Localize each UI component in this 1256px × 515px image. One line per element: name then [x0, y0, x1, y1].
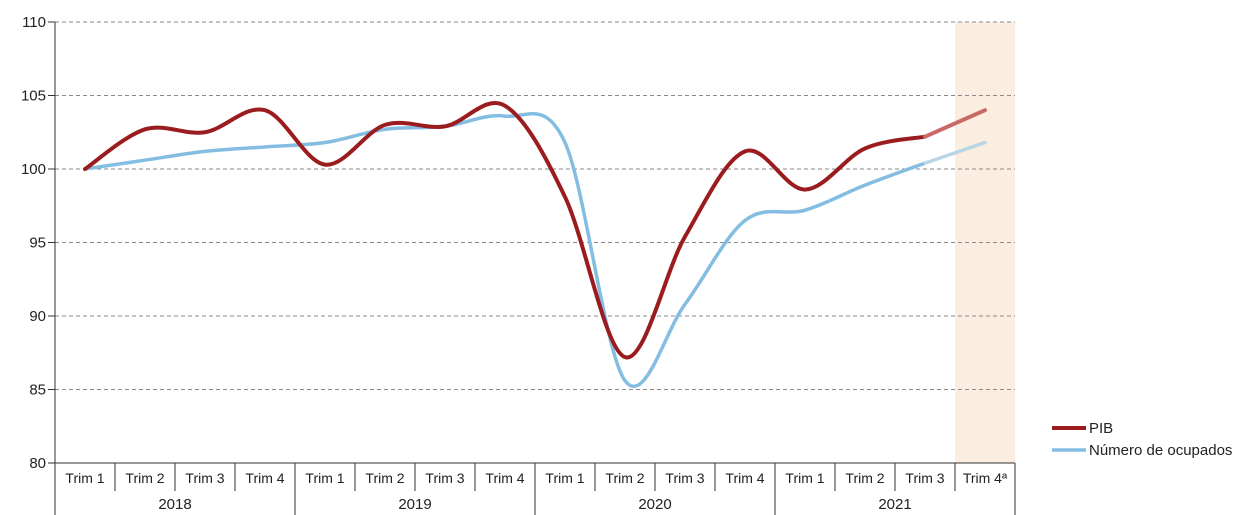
x-tick-label: Trim 2 [125, 470, 164, 486]
y-tick-label-85: 85 [29, 382, 46, 399]
year-label: 2020 [638, 496, 671, 513]
series-forecast-segment [923, 108, 987, 139]
y-tick-label-95: 95 [29, 235, 46, 252]
highlight-band [955, 22, 1015, 463]
x-axis: Trim 1 Trim 2 Trim 3 Trim 4 Trim 1 Trim 2 Trim… [54, 462, 1016, 515]
x-tick-label: Trim 2 [605, 470, 644, 486]
legend-label: Número de ocupados [1089, 442, 1232, 459]
y-tick-label-90: 90 [29, 308, 46, 325]
y-axis-ticks: 80 85 90 95 100 105 110 [21, 14, 56, 472]
x-tick-label: Trim 4ª [963, 470, 1008, 486]
y-tick-label-110: 110 [22, 14, 46, 31]
series-line-n-mero-de-ocupados [83, 112, 927, 389]
x-tick-label: Trim 2 [365, 470, 404, 486]
y-tick-label-80: 80 [29, 455, 46, 472]
x-tick-label: Trim 3 [185, 470, 224, 486]
x-tick-label: Trim 4 [725, 470, 764, 486]
x-tick-label: Trim 4 [245, 470, 284, 486]
grid-lines [55, 21, 1015, 390]
x-tick-label: Trim 3 [665, 470, 704, 486]
x-tick-label: Trim 4 [485, 470, 524, 486]
x-tick-label: Trim 3 [425, 470, 464, 486]
x-tick-label: Trim 1 [545, 470, 584, 486]
series-lines [83, 101, 987, 389]
x-tick-label: Trim 2 [845, 470, 884, 486]
series-line-pib [83, 101, 927, 360]
legend-label: PIB [1089, 420, 1113, 437]
year-label: 2019 [398, 496, 431, 513]
legend: PIB Número de ocupados [1052, 420, 1232, 459]
x-tick-label: Trim 1 [785, 470, 824, 486]
year-label: 2018 [158, 496, 191, 513]
series-forecast-segment [923, 140, 987, 165]
x-tick-label: Trim 1 [305, 470, 344, 486]
year-label: 2021 [878, 496, 911, 513]
y-tick-label-100: 100 [21, 161, 46, 178]
x-tick-label: Trim 3 [905, 470, 944, 486]
x-tick-label: Trim 1 [65, 470, 104, 486]
y-tick-label-105: 105 [21, 88, 46, 105]
